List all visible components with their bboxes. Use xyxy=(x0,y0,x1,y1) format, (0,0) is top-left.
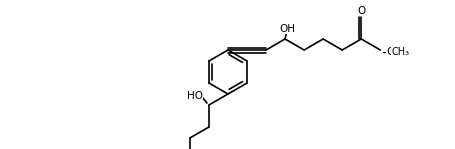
Text: HO: HO xyxy=(187,91,202,101)
Text: O: O xyxy=(356,6,364,16)
Text: OH: OH xyxy=(278,24,294,34)
Text: CH₃: CH₃ xyxy=(390,47,409,57)
Text: O: O xyxy=(385,47,394,57)
